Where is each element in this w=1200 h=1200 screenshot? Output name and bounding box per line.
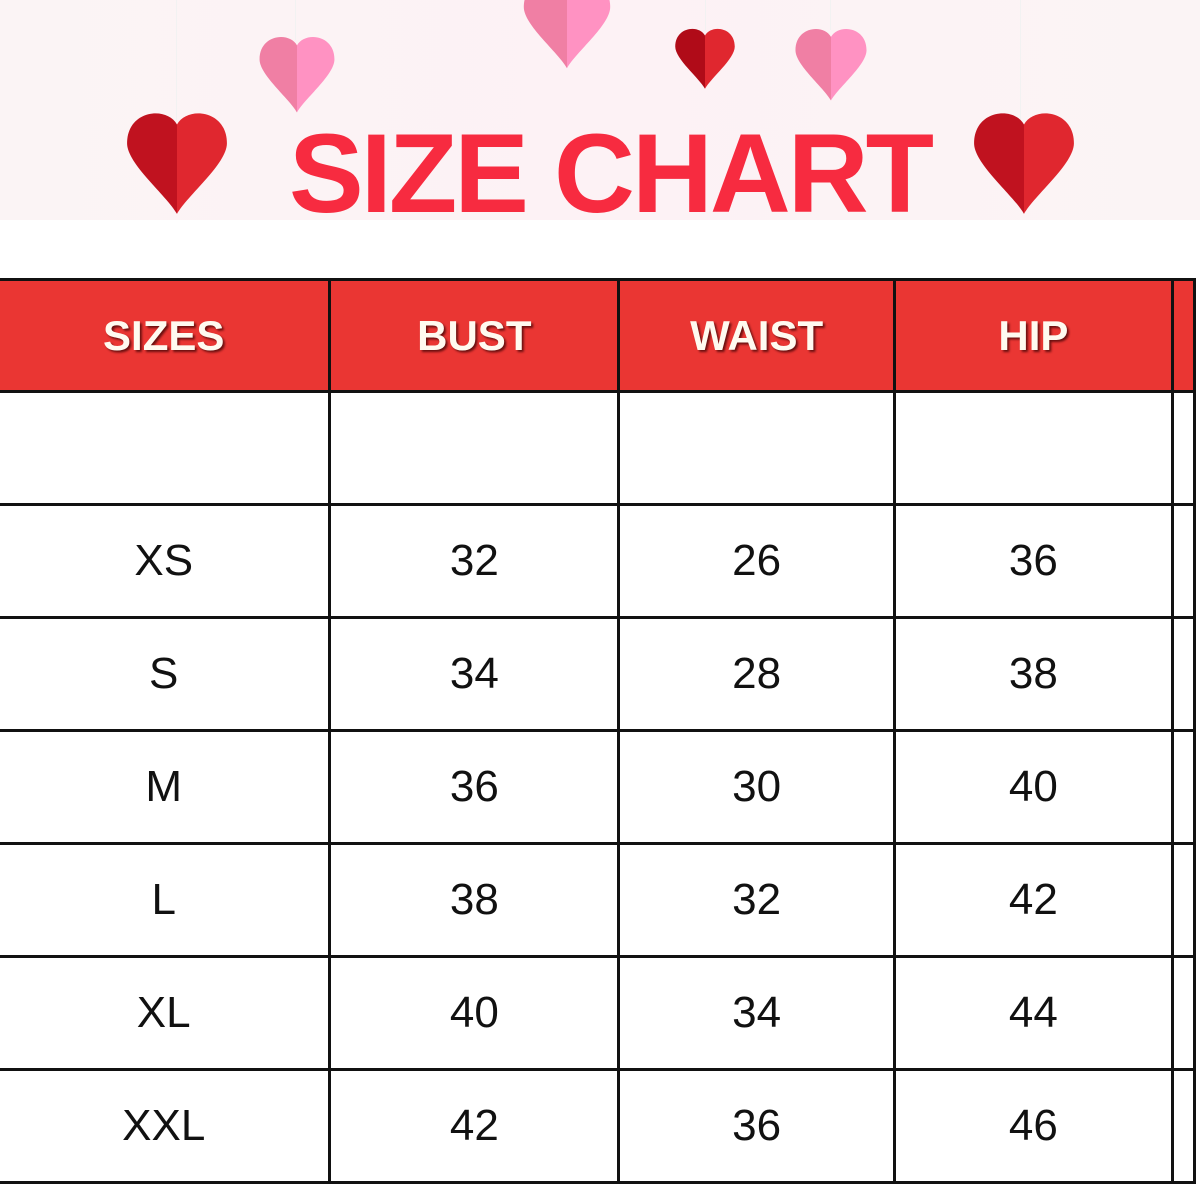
cell-waist: 26 [617,503,897,619]
header-hip: HIP [893,278,1174,393]
table-row: XXL 42 36 46 [0,1068,1197,1184]
cell-size: XS [0,503,332,619]
table-header-row: SIZES BUST WAIST HIP [0,278,1197,393]
cell-cut-off [1170,842,1197,958]
cell-hip: 38 [893,616,1174,732]
heart-string [295,0,296,40]
cell-bust: 40 [328,955,621,1071]
table-row: L 38 32 42 [0,842,1197,958]
cell-bust: 34 [328,616,621,732]
cell-size: XL [0,955,332,1071]
cell-bust: 36 [328,729,621,845]
cell-hip: 42 [893,842,1174,958]
table-row [0,390,1197,506]
cell-waist: 34 [617,955,897,1071]
cell-waist: 30 [617,729,897,845]
cell-size: S [0,616,332,732]
cell-waist: 36 [617,1068,897,1184]
table-row: XL 40 34 44 [0,955,1197,1071]
cell-bust: 32 [328,503,621,619]
cell-waist: 28 [617,616,897,732]
table-row: XS 32 26 36 [0,503,1197,619]
heart-string [830,0,831,30]
cell-cut-off [1170,1068,1197,1184]
cell-waist: 32 [617,842,897,958]
cell-bust: 38 [328,842,621,958]
cell-bust: 42 [328,1068,621,1184]
cell-cut-off [1170,955,1197,1071]
cell-hip: 46 [893,1068,1174,1184]
table-row: S 34 28 38 [0,616,1197,732]
page-title: SIZE CHART [289,118,934,220]
heart-icon [259,37,335,113]
heart-icon [795,28,867,101]
cell-cut-off [1170,616,1197,732]
cell-cut-off [1170,503,1197,619]
header-bust: BUST [328,278,621,393]
cell-cut-off [1170,729,1197,845]
cell-hip: 36 [893,503,1174,619]
heart-string [705,0,706,30]
size-table: SIZES BUST WAIST HIP XS 32 26 36 S 34 28 38 M 36 3… [0,278,1197,1184]
heart-icon [675,28,735,89]
header-waist: WAIST [617,278,897,393]
cell-cut-off [1170,390,1197,506]
heart-string [1020,0,1021,120]
heart-icon [523,0,611,69]
cell-size: XXL [0,1068,332,1184]
cell-size: M [0,729,332,845]
cell-size: L [0,842,332,958]
cell-hip [893,390,1174,506]
cell-hip: 44 [893,955,1174,1071]
heart-string [176,0,177,120]
cell-waist [617,390,897,506]
heart-icon [974,113,1074,214]
header-cut-off [1170,278,1197,393]
table-row: M 36 30 40 [0,729,1197,845]
heart-icon [127,113,227,214]
cell-bust [328,390,621,506]
cell-size [0,390,332,506]
title-banner: SIZE CHART [0,0,1200,220]
cell-hip: 40 [893,729,1174,845]
header-sizes: SIZES [0,278,332,393]
